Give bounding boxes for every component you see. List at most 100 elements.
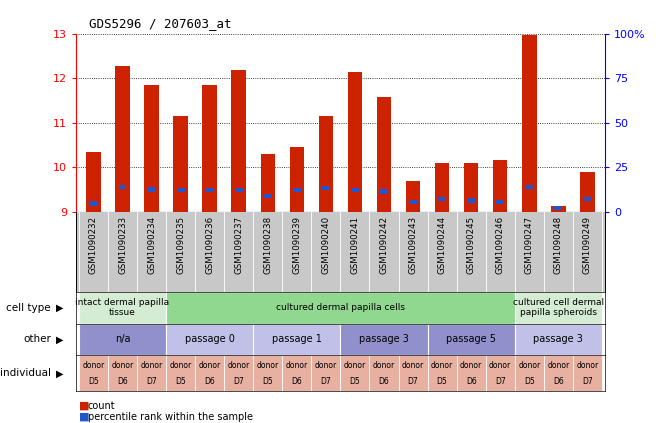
Bar — [515, 292, 602, 324]
Bar — [176, 188, 184, 192]
Text: donor: donor — [489, 361, 512, 370]
Bar — [457, 355, 486, 391]
Text: D7: D7 — [233, 377, 244, 386]
Text: passage 3: passage 3 — [359, 335, 409, 344]
Text: individual: individual — [0, 368, 51, 378]
Bar — [137, 355, 166, 391]
Text: D5: D5 — [88, 377, 99, 386]
Text: D7: D7 — [495, 377, 506, 386]
Text: D6: D6 — [553, 377, 564, 386]
Bar — [235, 188, 243, 192]
Text: D6: D6 — [117, 377, 128, 386]
Text: GSM1090235: GSM1090235 — [176, 216, 185, 274]
Text: D5: D5 — [350, 377, 360, 386]
Text: GSM1090240: GSM1090240 — [321, 216, 330, 274]
Text: donor: donor — [140, 361, 163, 370]
Bar — [79, 324, 166, 355]
Text: D5: D5 — [437, 377, 447, 386]
Text: D7: D7 — [321, 377, 331, 386]
Text: D6: D6 — [379, 377, 389, 386]
Text: D6: D6 — [292, 377, 302, 386]
Bar — [544, 355, 573, 391]
Text: GSM1090237: GSM1090237 — [234, 216, 243, 274]
Bar — [264, 194, 272, 198]
Bar — [428, 324, 515, 355]
Text: GSM1090241: GSM1090241 — [350, 216, 360, 274]
Text: ▶: ▶ — [56, 368, 63, 378]
Text: D6: D6 — [204, 377, 215, 386]
Text: D6: D6 — [466, 377, 477, 386]
Text: GDS5296 / 207603_at: GDS5296 / 207603_at — [89, 17, 232, 30]
Bar — [311, 355, 340, 391]
Bar — [496, 200, 504, 204]
Bar — [435, 163, 449, 212]
Text: donor: donor — [286, 361, 308, 370]
Bar — [173, 116, 188, 212]
Bar — [253, 355, 282, 391]
Text: passage 0: passage 0 — [184, 335, 235, 344]
Text: D7: D7 — [408, 377, 418, 386]
Text: GSM1090239: GSM1090239 — [292, 216, 301, 274]
Bar — [351, 188, 359, 192]
Text: percentile rank within the sample: percentile rank within the sample — [88, 412, 253, 422]
Text: GSM1090245: GSM1090245 — [467, 216, 476, 274]
Text: GSM1090243: GSM1090243 — [408, 216, 418, 274]
Bar — [231, 70, 246, 212]
Bar — [290, 147, 304, 212]
Bar — [551, 206, 566, 212]
Bar — [515, 355, 544, 391]
Bar — [86, 151, 100, 212]
Bar — [115, 66, 130, 212]
Bar — [147, 187, 155, 192]
Text: cultured dermal papilla cells: cultured dermal papilla cells — [276, 303, 405, 312]
Text: GSM1090247: GSM1090247 — [525, 216, 534, 274]
Text: donor: donor — [518, 361, 541, 370]
Bar — [493, 160, 508, 212]
Bar — [340, 324, 428, 355]
Text: n/a: n/a — [115, 335, 130, 344]
Bar — [428, 355, 457, 391]
Text: passage 1: passage 1 — [272, 335, 322, 344]
Bar — [438, 197, 446, 201]
Text: GSM1090249: GSM1090249 — [583, 216, 592, 274]
Bar — [464, 163, 479, 212]
Bar — [573, 355, 602, 391]
Bar — [202, 85, 217, 212]
Text: D7: D7 — [582, 377, 593, 386]
Text: GSM1090236: GSM1090236 — [205, 216, 214, 274]
Text: donor: donor — [373, 361, 395, 370]
Bar — [260, 154, 275, 212]
Text: GSM1090248: GSM1090248 — [554, 216, 563, 274]
Bar — [322, 186, 330, 190]
Bar — [89, 201, 97, 206]
Bar — [340, 355, 369, 391]
Bar — [144, 85, 159, 212]
Text: donor: donor — [460, 361, 483, 370]
Bar — [166, 324, 253, 355]
Bar — [293, 188, 301, 192]
Text: donor: donor — [315, 361, 337, 370]
Text: donor: donor — [344, 361, 366, 370]
Bar — [377, 97, 391, 212]
Bar — [166, 355, 195, 391]
Bar — [206, 188, 214, 192]
Text: donor: donor — [169, 361, 192, 370]
Text: D5: D5 — [262, 377, 273, 386]
Bar — [224, 355, 253, 391]
Bar — [409, 200, 417, 204]
Text: D5: D5 — [175, 377, 186, 386]
Text: donor: donor — [227, 361, 250, 370]
Bar — [486, 355, 515, 391]
Text: donor: donor — [402, 361, 424, 370]
Bar — [406, 181, 420, 212]
Bar — [399, 355, 428, 391]
Text: GSM1090233: GSM1090233 — [118, 216, 127, 274]
Text: donor: donor — [547, 361, 570, 370]
Bar — [522, 35, 537, 212]
Text: GSM1090232: GSM1090232 — [89, 216, 98, 274]
Text: D5: D5 — [524, 377, 535, 386]
Text: intact dermal papilla
tissue: intact dermal papilla tissue — [75, 298, 170, 317]
Text: donor: donor — [256, 361, 279, 370]
Text: ▶: ▶ — [56, 335, 63, 344]
Text: D7: D7 — [146, 377, 157, 386]
